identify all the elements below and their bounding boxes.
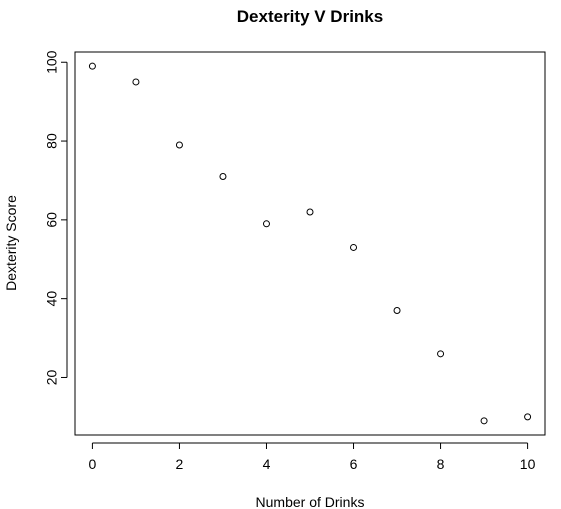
y-tick-label: 20 xyxy=(44,369,60,385)
x-tick-label: 6 xyxy=(350,456,358,472)
y-axis: 20 40 60 80 100 xyxy=(44,50,68,385)
plot-frame xyxy=(74,51,546,436)
data-point xyxy=(175,141,183,149)
x-tick-label: 2 xyxy=(176,456,184,472)
data-point xyxy=(262,220,270,228)
data-point xyxy=(393,306,401,314)
y-axis-label: Dexterity Score xyxy=(3,195,19,291)
data-point xyxy=(306,208,314,216)
y-tick-label: 100 xyxy=(44,50,60,74)
data-point xyxy=(437,350,445,358)
x-axis: 0 2 4 6 8 10 xyxy=(89,442,536,472)
data-point xyxy=(132,78,140,86)
data-point xyxy=(480,417,488,425)
data-point xyxy=(524,413,532,421)
x-tick-label: 10 xyxy=(520,456,536,472)
y-tick-label: 40 xyxy=(44,291,60,307)
x-tick-label: 4 xyxy=(263,456,271,472)
data-point xyxy=(350,243,358,251)
x-axis-label: Number of Drinks xyxy=(256,494,365,509)
y-tick-label: 80 xyxy=(44,133,60,149)
y-tick-label: 60 xyxy=(44,212,60,228)
x-tick-label: 0 xyxy=(89,456,97,472)
x-tick-label: 8 xyxy=(437,456,445,472)
data-point xyxy=(88,62,96,70)
data-point xyxy=(219,173,227,181)
chart-title: Dexterity V Drinks xyxy=(237,7,383,26)
data-points xyxy=(88,62,532,425)
